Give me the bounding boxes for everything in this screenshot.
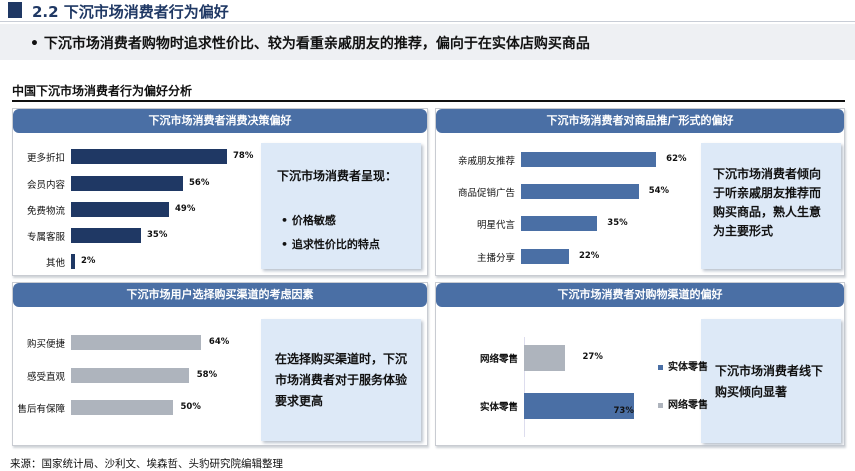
category-label: 亲戚朋友推荐 — [457, 155, 515, 167]
panel-promotion-preference: 下沉市场消费者对商品推广形式的偏好 下沉市场消费者倾向于听亲戚朋友推荐而购买商品… — [435, 108, 845, 276]
summary-band — [0, 24, 855, 60]
value-label: 78% — [233, 150, 254, 161]
note-item: • 追求性价比的特点 — [281, 238, 380, 251]
panel-channel-factors: 下沉市场用户选择购买渠道的考虑因素 在选择购买渠道时，下沉市场消费者对于服务体验… — [12, 282, 428, 446]
bar — [71, 176, 183, 191]
category-label: 更多折扣 — [26, 152, 65, 164]
panel-header: 下沉市场用户选择购买渠道的考虑因素 — [13, 283, 427, 307]
divider — [0, 21, 855, 22]
panel-header: 下沉市场消费者对购物渠道的偏好 — [436, 283, 844, 307]
legend-swatch — [658, 364, 663, 370]
category-label: 免费物流 — [26, 205, 65, 217]
category-label: 购买便捷 — [26, 338, 65, 350]
value-label: 54% — [648, 185, 670, 196]
legend-item: 网络零售 — [658, 396, 708, 411]
bar — [524, 393, 634, 419]
bar — [71, 228, 141, 243]
category-label: 专属客服 — [26, 231, 65, 243]
section-title: 中国下沉市场消费者行为偏好分析 — [12, 84, 193, 98]
value-label: 2% — [81, 255, 96, 266]
value-label: 73% — [613, 406, 634, 416]
value-label: 58% — [196, 369, 218, 380]
note-heading: 下沉市场消费者呈现： — [277, 169, 398, 183]
value-label: 64% — [208, 336, 230, 347]
bar — [71, 149, 227, 164]
category-label: 其他 — [45, 257, 65, 269]
value-label: 35% — [147, 229, 168, 240]
note-box: 下沉市场消费者呈现： • 价格敏感 • 追求性价比的特点 — [261, 143, 421, 269]
bar — [524, 345, 565, 371]
bar — [71, 254, 75, 269]
page-title: 2.2 下沉市场消费者行为偏好 — [32, 3, 229, 21]
note-box: 在选择购买渠道时，下沉市场消费者对于服务体验要求更高 — [261, 319, 421, 441]
value-label: 27% — [582, 352, 603, 362]
note-box: 下沉市场消费者倾向于听亲戚朋友推荐而购买商品，熟人生意为主要形式 — [701, 143, 841, 269]
bar — [71, 400, 173, 415]
panel-header: 下沉市场消费者对商品推广形式的偏好 — [436, 109, 844, 133]
category-label: 明星代言 — [476, 219, 515, 231]
legend-swatch — [658, 402, 663, 408]
section-divider — [12, 100, 845, 102]
bar — [71, 335, 201, 350]
source-note: 来源：国家统计局、沙利文、埃森哲、头豹研究院编辑整理 — [10, 458, 283, 470]
category-label: 会员内容 — [26, 179, 65, 191]
note-item: • 价格敏感 — [281, 214, 336, 227]
category-label: 感受直观 — [26, 371, 65, 383]
value-label: 50% — [180, 401, 201, 412]
category-label: 商品促销广告 — [457, 187, 515, 199]
legend-item: 实体零售 — [658, 358, 708, 373]
bar — [71, 202, 169, 217]
category-label: 主播分享 — [476, 252, 515, 264]
value-label: 49% — [175, 203, 196, 214]
value-label: 35% — [607, 217, 628, 228]
value-label: 22% — [578, 250, 600, 261]
summary-bullet: • 下沉市场消费者购物时追求性价比、较为看重亲戚朋友的推荐，偏向于在实体店购买商… — [30, 36, 590, 52]
value-label: 56% — [189, 177, 210, 188]
category-label: 实体零售 — [479, 402, 518, 413]
bar — [521, 249, 569, 264]
bar — [521, 216, 598, 231]
value-label: 62% — [666, 153, 687, 164]
panel-channel-preference: 下沉市场消费者对购物渠道的偏好 下沉市场消费者线下购买倾向显著 实体零售 网络零… — [435, 282, 845, 446]
bar — [71, 368, 189, 383]
panel-header: 下沉市场消费者消费决策偏好 — [13, 109, 427, 133]
category-label: 网络零售 — [479, 354, 518, 365]
panel-decision-preference: 下沉市场消费者消费决策偏好 下沉市场消费者呈现： • 价格敏感 • 追求性价比的… — [12, 108, 428, 276]
bar — [521, 152, 657, 167]
category-label: 售后有保障 — [17, 403, 65, 415]
header-square — [8, 2, 22, 18]
note-box: 下沉市场消费者线下购买倾向显著 — [701, 319, 841, 443]
bar — [521, 184, 639, 199]
axis-line — [524, 337, 525, 437]
